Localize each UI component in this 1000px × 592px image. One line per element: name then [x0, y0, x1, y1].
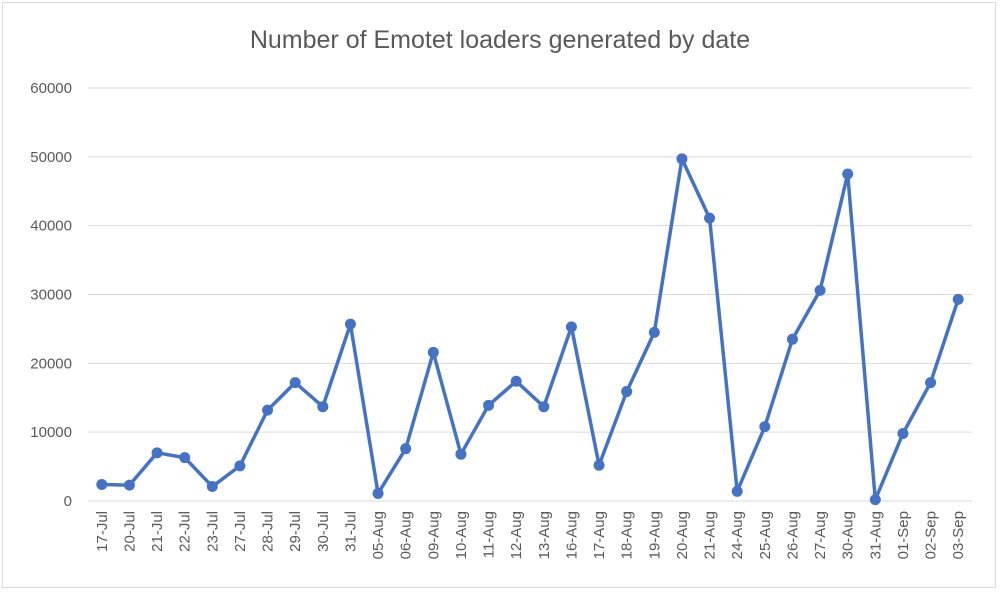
- data-point: [731, 485, 743, 497]
- x-tick-label: 19-Aug: [646, 511, 663, 559]
- x-tick-label: 29-Jul: [287, 511, 304, 552]
- data-point: [869, 494, 881, 506]
- y-tick-label: 0: [64, 493, 72, 510]
- data-point: [842, 168, 854, 180]
- x-tick-label: 20-Jul: [121, 511, 138, 552]
- data-point: [814, 284, 826, 296]
- x-tick-label: 31-Aug: [867, 511, 884, 559]
- y-tick-label: 50000: [30, 149, 72, 166]
- data-point: [759, 421, 771, 433]
- x-tick-label: 06-Aug: [398, 511, 415, 559]
- data-point: [96, 478, 108, 490]
- x-tick-label: 25-Aug: [757, 511, 774, 559]
- data-point: [565, 321, 577, 333]
- x-tick-label: 24-Aug: [729, 511, 746, 559]
- x-axis-labels: 17-Jul 20-Jul 21-Jul 22-Jul 23-Jul 27-Jul 28-J…: [94, 511, 967, 559]
- x-tick-label: 16-Aug: [563, 511, 580, 559]
- x-tick-label: 03-Sep: [950, 511, 967, 559]
- data-point: [317, 401, 329, 413]
- data-point: [510, 375, 522, 387]
- data-point: [455, 448, 467, 460]
- data-point: [952, 293, 964, 305]
- data-point: [676, 153, 688, 165]
- x-tick-label: 20-Aug: [674, 511, 691, 559]
- x-tick-label: 26-Aug: [784, 511, 801, 559]
- x-tick-label: 01-Sep: [895, 511, 912, 559]
- data-point: [206, 481, 218, 493]
- data-point: [925, 377, 937, 389]
- data-point: [372, 487, 384, 499]
- data-point: [262, 404, 274, 416]
- data-point: [897, 428, 909, 440]
- x-tick-label: 21-Jul: [149, 511, 166, 552]
- data-point: [427, 346, 439, 358]
- x-tick-label: 30-Jul: [315, 511, 332, 552]
- x-tick-label: 23-Jul: [204, 511, 221, 552]
- x-tick-label: 31-Jul: [342, 511, 359, 552]
- data-point: [786, 333, 798, 345]
- gridlines: [88, 87, 972, 502]
- x-tick-label: 28-Jul: [260, 511, 277, 552]
- data-point: [648, 326, 660, 338]
- x-tick-label: 21-Aug: [702, 511, 719, 559]
- data-point: [400, 443, 412, 455]
- x-tick-label: 09-Aug: [425, 511, 442, 559]
- data-point: [593, 459, 605, 471]
- x-tick-label: 22-Jul: [177, 511, 194, 552]
- data-point: [151, 447, 163, 459]
- chart-title: Number of Emotet loaders generated by da…: [249, 26, 751, 54]
- y-axis-labels: 0 10000 20000 30000 40000 50000 60000: [30, 80, 72, 510]
- y-tick-label: 10000: [30, 424, 72, 441]
- x-tick-label: 13-Aug: [536, 511, 553, 559]
- x-tick-label: 05-Aug: [370, 511, 387, 559]
- data-point: [179, 452, 191, 464]
- x-tick-label: 10-Aug: [453, 511, 470, 559]
- series-group: [96, 153, 964, 506]
- data-point: [483, 399, 495, 411]
- series-line: [100, 157, 960, 502]
- y-tick-label: 30000: [30, 287, 72, 304]
- data-point: [344, 318, 356, 330]
- data-point: [704, 212, 716, 224]
- data-point: [234, 460, 246, 472]
- x-tick-label: 17-Jul: [94, 511, 111, 552]
- x-tick-label: 11-Aug: [481, 511, 498, 558]
- x-tick-label: 30-Aug: [840, 511, 857, 559]
- data-point: [123, 479, 135, 491]
- data-point: [621, 386, 633, 398]
- x-tick-label: 12-Aug: [508, 511, 525, 559]
- x-tick-label: 02-Sep: [923, 511, 940, 559]
- x-tick-label: 27-Aug: [812, 511, 829, 559]
- x-tick-label: 27-Jul: [232, 511, 249, 552]
- data-point: [538, 401, 550, 413]
- data-point: [289, 377, 301, 389]
- y-tick-label: 40000: [30, 218, 72, 235]
- x-tick-label: 17-Aug: [591, 511, 608, 559]
- x-tick-label: 18-Aug: [619, 511, 636, 559]
- y-tick-label: 20000: [30, 355, 72, 372]
- y-tick-label: 60000: [30, 80, 72, 97]
